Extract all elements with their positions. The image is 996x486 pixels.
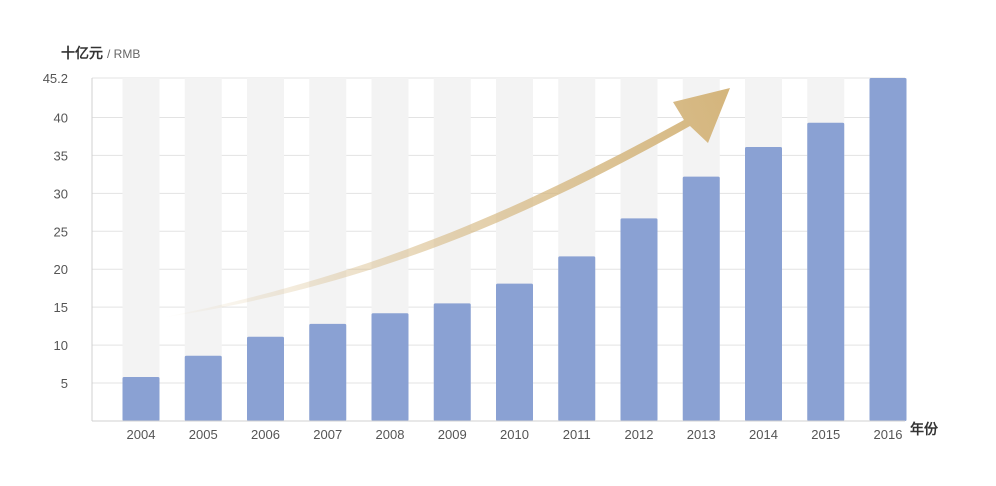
x-tick-label: 2012 [625,427,654,442]
bar [807,122,845,421]
bar [682,176,720,421]
y-tick-label: 10 [54,338,68,353]
x-tick-label: 2009 [438,427,467,442]
x-tick-label: 2006 [251,427,280,442]
y-tick-label: 40 [54,110,68,125]
x-tick-label: 2016 [874,427,903,442]
y-tick-label: 35 [54,148,68,163]
bar [122,376,160,421]
bar [309,323,347,421]
x-tick-label: 2014 [749,427,778,442]
bar [371,313,409,421]
x-axis-title: 年份 [910,421,939,437]
bar-track [122,78,160,421]
y-tick-labels: 5 10 15 20 25 30 35 40 45.2 [43,71,68,391]
x-tick-label: 2007 [313,427,342,442]
bar [869,78,907,421]
x-tick-label: 2008 [376,427,405,442]
bar [184,355,222,421]
x-tick-label: 2010 [500,427,529,442]
y-axis-unit: / RMB [107,47,140,61]
bar [745,147,782,422]
y-axis-title: 十亿元 [61,45,103,61]
bar [433,303,471,421]
y-tick-label: 30 [54,186,68,201]
y-tick-label: 5 [61,376,68,391]
x-tick-labels: 2004 2005 2006 2007 2008 2009 2010 2011 2012 2013… [127,427,903,442]
x-tick-label: 2011 [563,427,591,442]
y-tick-label: 25 [54,224,68,239]
bar [247,336,284,421]
y-tick-label: 20 [54,262,68,277]
x-tick-label: 2005 [189,427,218,442]
bar [558,256,596,421]
x-tick-label: 2013 [687,427,716,442]
axes [91,78,905,422]
y-tick-label: 45.2 [43,71,68,86]
bar [496,283,533,421]
x-tick-label: 2004 [127,427,156,442]
y-tick-label: 15 [54,300,68,315]
x-tick-label: 2015 [811,427,840,442]
bar [620,218,658,421]
bars [122,78,907,422]
